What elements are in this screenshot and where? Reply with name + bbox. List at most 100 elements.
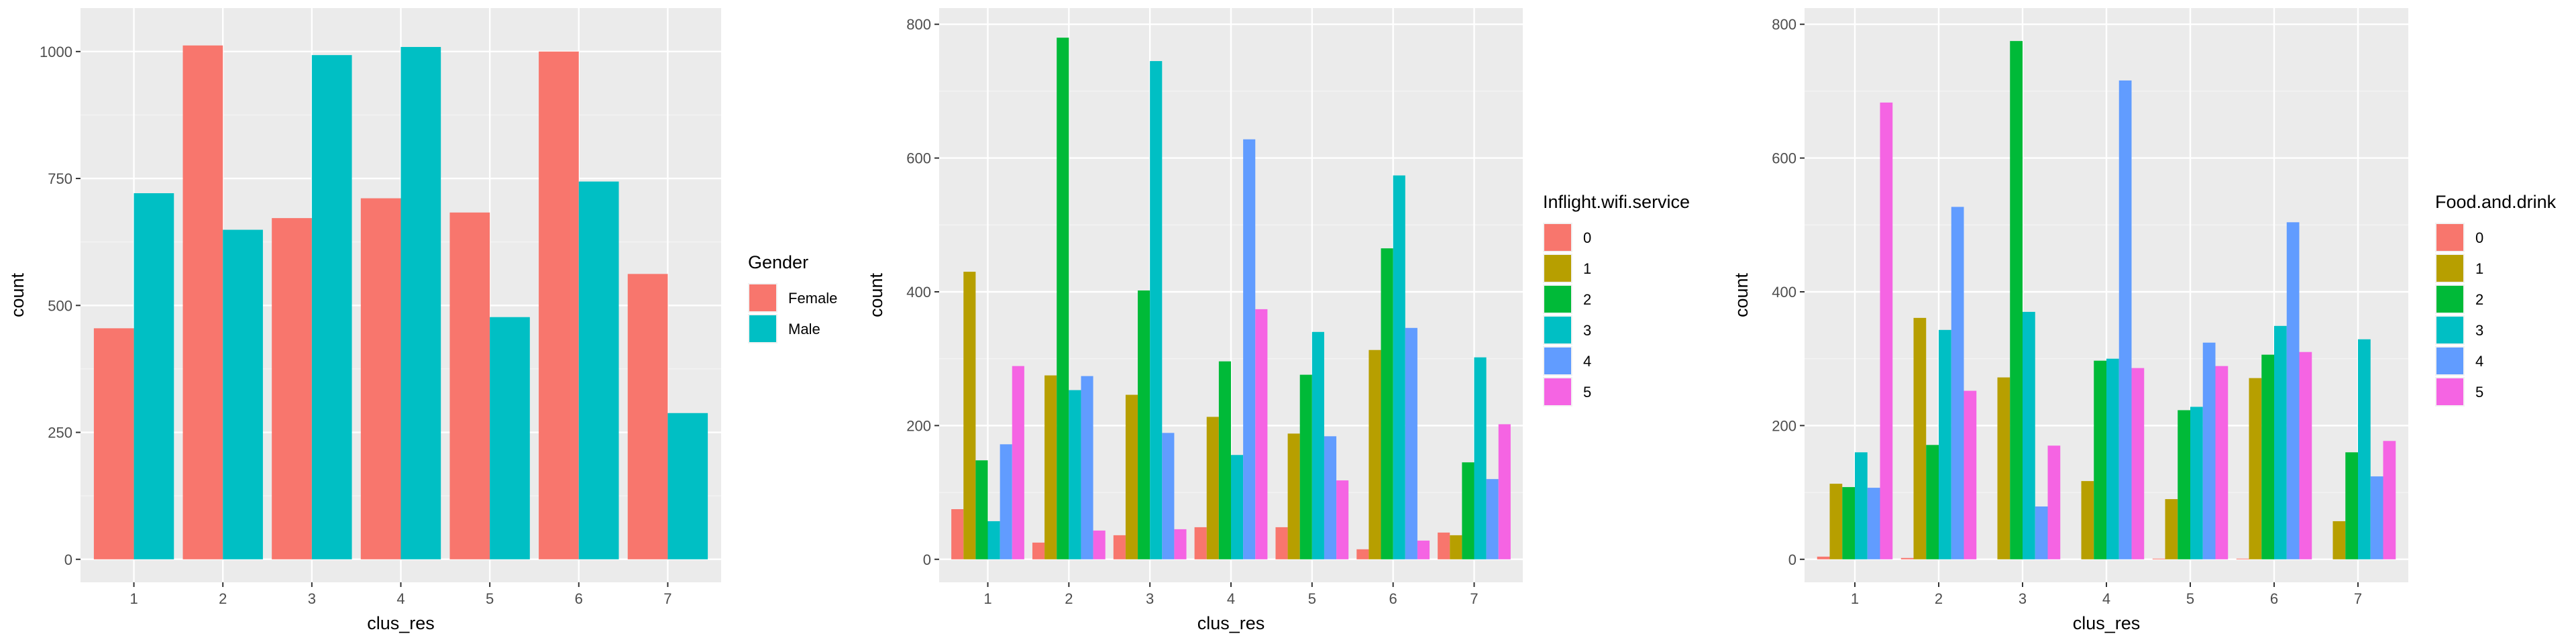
legend-label-4: 4 bbox=[2475, 353, 2483, 370]
x-axis-title: clus_res bbox=[367, 613, 435, 633]
bar-5-cat-4 bbox=[2131, 368, 2145, 559]
x-tick-label: 5 bbox=[1308, 590, 1316, 607]
legend-label-Female: Female bbox=[788, 290, 837, 307]
bar-5-cat-2 bbox=[1964, 390, 1977, 559]
legend-label-2: 2 bbox=[1583, 291, 1591, 308]
bar-4-cat-5 bbox=[1324, 436, 1337, 559]
bar-2-cat-3 bbox=[2010, 41, 2023, 559]
bar-0-cat-2 bbox=[1032, 542, 1045, 559]
y-tick-label: 200 bbox=[1772, 417, 1796, 434]
y-tick-label: 250 bbox=[48, 425, 72, 441]
bar-2-cat-6 bbox=[2261, 354, 2274, 559]
x-tick-label: 6 bbox=[575, 590, 583, 607]
y-tick-label: 750 bbox=[48, 170, 72, 187]
bar-0-cat-1 bbox=[951, 508, 964, 559]
y-tick-label: 200 bbox=[906, 417, 931, 434]
legend-swatch-4 bbox=[2436, 347, 2463, 374]
bar-2-cat-5 bbox=[1299, 374, 1312, 559]
bar-1-cat-4 bbox=[2081, 481, 2094, 559]
bar-Male-cat-4 bbox=[400, 47, 441, 559]
bar-5-cat-1 bbox=[1880, 102, 1893, 559]
bar-1-cat-7 bbox=[2332, 521, 2346, 559]
bar-5-cat-3 bbox=[1174, 529, 1187, 559]
bar-5-cat-7 bbox=[2383, 441, 2396, 559]
legend-swatch-Male bbox=[749, 315, 776, 342]
bar-1-cat-2 bbox=[1044, 375, 1057, 559]
x-tick-label: 2 bbox=[1065, 590, 1073, 607]
bar-Female-cat-2 bbox=[182, 45, 223, 559]
bar-3-cat-6 bbox=[1393, 175, 1405, 559]
bar-2-cat-7 bbox=[1462, 462, 1474, 559]
x-tick-label: 7 bbox=[663, 590, 672, 607]
bar-4-cat-7 bbox=[2370, 476, 2383, 559]
x-tick-label: 3 bbox=[308, 590, 316, 607]
y-tick-label: 500 bbox=[48, 297, 72, 314]
x-tick-label: 7 bbox=[2354, 590, 2362, 607]
bar-4-cat-7 bbox=[1486, 479, 1499, 559]
x-tick-label: 4 bbox=[2102, 590, 2110, 607]
x-axis-title: clus_res bbox=[1197, 613, 1265, 633]
bar-5-cat-4 bbox=[1255, 309, 1268, 559]
bar-1-cat-3 bbox=[1125, 394, 1138, 559]
bar-5-cat-6 bbox=[2299, 352, 2312, 559]
y-axis-title: count bbox=[866, 272, 886, 317]
x-tick-label: 1 bbox=[129, 590, 138, 607]
x-tick-label: 7 bbox=[1470, 590, 1478, 607]
y-tick-label: 600 bbox=[1772, 150, 1796, 167]
bar-Female-cat-3 bbox=[272, 218, 312, 559]
x-tick-label: 1 bbox=[1851, 590, 1859, 607]
bar-3-cat-3 bbox=[2023, 311, 2035, 559]
bar-1-cat-6 bbox=[1368, 350, 1381, 559]
bar-Male-cat-6 bbox=[578, 181, 619, 559]
bar-5-cat-3 bbox=[2047, 445, 2061, 559]
bar-3-cat-5 bbox=[2190, 407, 2203, 559]
chart-panel-gender: 0 250 500 750 1000 1 2 3 4 5 6 7 clus_res count Gender… bbox=[0, 0, 852, 644]
bar-Female-cat-5 bbox=[449, 212, 490, 559]
bar-5-cat-5 bbox=[1336, 480, 1349, 559]
bar-3-cat-2 bbox=[1069, 390, 1081, 559]
x-axis-title: clus_res bbox=[2073, 613, 2141, 633]
legend-swatch-3 bbox=[2436, 317, 2463, 343]
bar-1-cat-5 bbox=[1287, 433, 1300, 559]
bar-3-cat-7 bbox=[1474, 357, 1487, 559]
legend-swatch-0 bbox=[1544, 224, 1571, 251]
bar-3-cat-7 bbox=[2358, 339, 2371, 559]
bar-2-cat-5 bbox=[2178, 410, 2190, 559]
y-tick-label: 800 bbox=[906, 16, 931, 33]
legend-swatch-4 bbox=[1544, 347, 1571, 374]
bar-3-cat-1 bbox=[1855, 452, 1868, 559]
bar-3-cat-1 bbox=[987, 521, 1000, 559]
legend-title: Food.and.drink bbox=[2435, 192, 2557, 212]
y-tick-label: 1000 bbox=[40, 44, 72, 60]
bar-4-cat-1 bbox=[1000, 444, 1012, 559]
wifi-bar-chart: 0 200 400 600 800 1 2 3 4 5 6 7 clus_res count Infligh… bbox=[866, 8, 1690, 633]
bar-Male-cat-5 bbox=[490, 317, 530, 559]
y-tick-label: 800 bbox=[1772, 16, 1796, 33]
x-tick-label: 3 bbox=[1146, 590, 1154, 607]
bar-3-cat-4 bbox=[1231, 455, 1244, 559]
legend-label-3: 3 bbox=[2475, 322, 2483, 339]
bar-Male-cat-3 bbox=[311, 55, 352, 559]
legend-label-0: 0 bbox=[1583, 229, 1591, 246]
bar-3-cat-4 bbox=[2106, 358, 2119, 559]
bar-1-cat-6 bbox=[2249, 378, 2262, 559]
legend-label-4: 4 bbox=[1583, 353, 1591, 370]
bar-Male-cat-7 bbox=[667, 413, 708, 559]
y-tick-label: 0 bbox=[1788, 551, 1796, 568]
bar-1-cat-3 bbox=[1997, 377, 2010, 559]
legend-title: Inflight.wifi.service bbox=[1543, 192, 1690, 212]
x-tick-label: 2 bbox=[219, 590, 227, 607]
bar-1-cat-5 bbox=[2165, 499, 2178, 559]
bar-3-cat-2 bbox=[1939, 329, 1951, 559]
bar-5-cat-7 bbox=[1498, 424, 1511, 559]
bar-2-cat-4 bbox=[2094, 360, 2106, 559]
legend-label-2: 2 bbox=[2475, 291, 2483, 308]
bar-2-cat-6 bbox=[1381, 248, 1393, 559]
legend-label-1: 1 bbox=[1583, 260, 1591, 277]
bar-0-cat-6 bbox=[1356, 549, 1369, 559]
bar-1-cat-7 bbox=[1450, 535, 1462, 559]
bar-0-cat-7 bbox=[1438, 532, 1450, 559]
bar-4-cat-3 bbox=[2035, 506, 2048, 559]
bar-0-cat-4 bbox=[1194, 527, 1207, 559]
bar-1-cat-4 bbox=[1206, 417, 1219, 559]
